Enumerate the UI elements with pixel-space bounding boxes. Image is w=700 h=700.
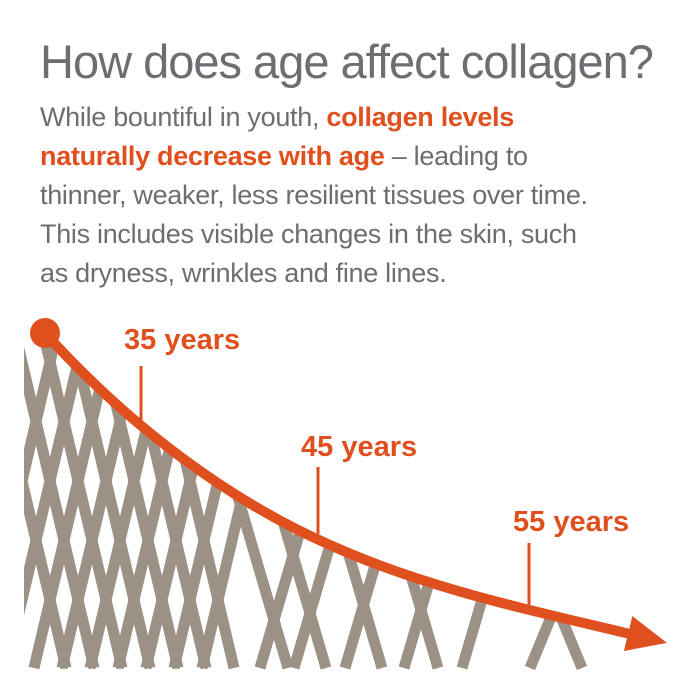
intro-text: While bountiful in youth, <box>40 102 327 132</box>
decline-curve <box>41 329 667 652</box>
age-label: 45 years <box>301 431 417 463</box>
page-title: How does age affect collagen? <box>40 35 654 88</box>
fiber-strand <box>24 336 64 670</box>
collagen-decline-chart: 35 years 45 years 55 years <box>24 318 667 670</box>
intro-text: thinner, weaker, less resilient tissues … <box>40 180 588 210</box>
curve-start-dot <box>30 318 60 348</box>
fiber-strand <box>548 597 588 670</box>
fiber-strand <box>24 336 92 670</box>
intro-line: thinner, weaker, less resilient tissues … <box>40 176 680 215</box>
intro-text: This includes visible changes in the ski… <box>40 219 577 249</box>
intro-emphasis-text: collagen levels <box>326 102 514 132</box>
intro-line: as dryness, wrinkles and fine lines. <box>40 254 680 293</box>
intro-paragraph: While bountiful in youth, collagen level… <box>40 98 680 293</box>
intro-line: While bountiful in youth, collagen level… <box>40 98 680 137</box>
intro-emphasis-text: naturally decrease with age <box>40 141 385 171</box>
intro-line: This includes visible changes in the ski… <box>40 215 680 254</box>
intro-text: – leading to <box>384 141 528 171</box>
collagen-decline-figure: 35 years 45 years 55 years <box>0 298 700 670</box>
fiber-strand <box>456 468 526 670</box>
intro-text: as dryness, wrinkles and fine lines. <box>40 258 447 288</box>
age-label: 35 years <box>124 324 240 356</box>
age-label: 55 years <box>513 506 629 538</box>
intro-line: naturally decrease with age – leading to <box>40 137 680 176</box>
fiber-strand <box>254 468 324 670</box>
